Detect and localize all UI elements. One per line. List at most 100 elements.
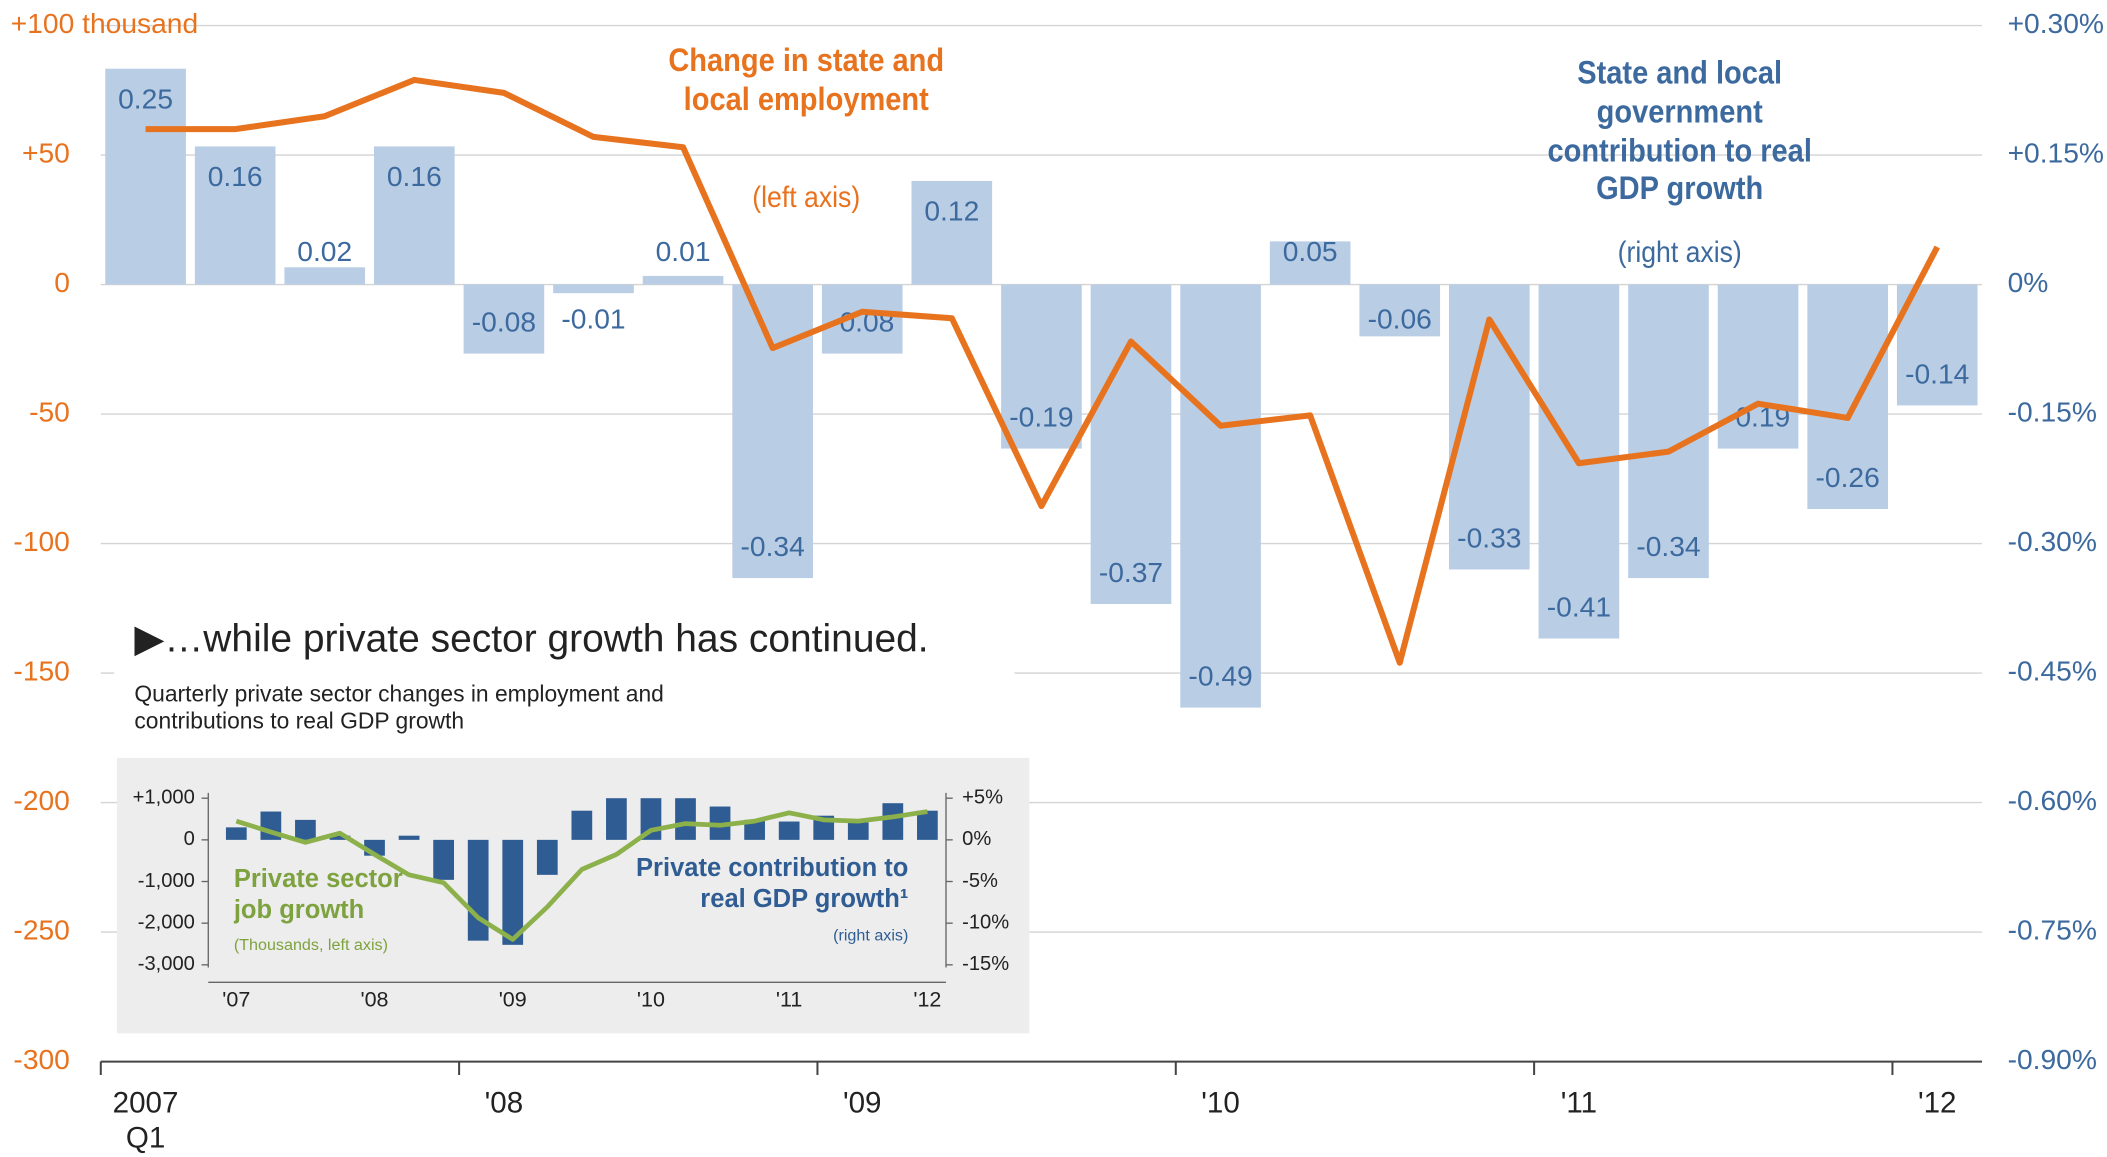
value-label: -0.33: [1457, 521, 1521, 553]
bar: [606, 798, 627, 840]
axis-note: (right axis): [833, 925, 909, 945]
bar: [744, 819, 765, 840]
value-label: 0.16: [387, 160, 442, 192]
x-tick-label: 2007 Q1: [112, 1085, 179, 1155]
x-tick-label: '09: [842, 1085, 882, 1120]
bar: [917, 810, 938, 840]
axis-note-box: (right axis): [833, 925, 909, 945]
y-tick-label: -250: [13, 914, 69, 946]
x-tick-label: '10: [1201, 1085, 1240, 1120]
axis-note-box: (right axis): [1617, 235, 1742, 269]
x-tick-label-box: '09: [842, 1085, 882, 1120]
value-label: -0.49: [1188, 659, 1252, 691]
bar: [502, 839, 524, 945]
bar: [1269, 241, 1351, 285]
x-tick-label-box: 2007 Q1: [112, 1085, 179, 1155]
series-name-box: Private contribution to real GDP growth¹: [636, 854, 909, 914]
axis-note-box: (Thousands, left axis): [233, 935, 388, 955]
bar: [571, 810, 593, 840]
y2-tick-label: -0.90%: [2008, 1043, 2097, 1075]
y2-tick-label: +0.30%: [2008, 7, 2104, 39]
x-tick-label-box: '10: [636, 989, 665, 1012]
x-tick-label: '11: [1560, 1085, 1598, 1120]
bar: [398, 835, 420, 840]
x-tick-label: '12: [1917, 1085, 1957, 1120]
bar: [1807, 284, 1888, 510]
y2-tick-label: -0.30%: [2008, 525, 2097, 557]
value-label: 0.12: [924, 195, 979, 227]
x-tick-label-box: '12: [913, 989, 942, 1012]
value-label: 0.25: [118, 82, 173, 114]
x-tick-label-box: '08: [360, 989, 388, 1012]
series-name-box: Change in state and local employment: [668, 43, 945, 118]
x-tick-label-box: '11: [1560, 1085, 1598, 1120]
x-tick-label-box: '10: [1201, 1085, 1240, 1120]
bar: [225, 827, 247, 840]
y-tick-label: -300: [13, 1043, 69, 1075]
line: [145, 76, 1940, 666]
value-label: -0.26: [1816, 461, 1880, 493]
bar: [433, 839, 454, 880]
x-tick-label-box: '07: [222, 989, 251, 1012]
series-name: Private contribution to real GDP growth¹: [636, 854, 909, 914]
bar: [105, 68, 186, 285]
value-label: -0.08: [472, 306, 536, 338]
series-name: State and local government contribution …: [1547, 55, 1812, 208]
x-tick-label: '10: [636, 989, 665, 1012]
x-tick-label-box: '11: [775, 989, 803, 1012]
line: [235, 809, 928, 942]
x-tick-label: '07: [222, 989, 251, 1012]
y-tick-label: -200: [13, 784, 69, 816]
series-name: Change in state and local employment: [668, 43, 945, 118]
y-tick-label: -100: [13, 525, 69, 557]
bar: [732, 284, 813, 579]
y2-tick-label: +0.15%: [2008, 137, 2104, 169]
inset-subtitle: Quarterly private sector changes in empl…: [134, 681, 664, 735]
y2-tick-label: -10%: [962, 912, 1009, 934]
x-tick-label: '12: [913, 989, 942, 1012]
x-tick-label-box: '08: [485, 1086, 524, 1120]
bar: [847, 822, 869, 840]
bar: [1628, 284, 1709, 579]
bar: [675, 798, 696, 840]
axis-note-box: (left axis): [752, 180, 861, 214]
value-label: -0.34: [1636, 530, 1700, 562]
value-label: 0.01: [656, 235, 711, 267]
bar: [778, 821, 800, 840]
y2-tick-label: -15%: [962, 953, 1009, 975]
x-tick-label: '11: [775, 989, 803, 1012]
inset-subtitle-box: Quarterly private sector changes in empl…: [134, 681, 664, 735]
bar: [821, 284, 903, 354]
x-tick-label-box: '09: [499, 989, 527, 1012]
bar: [329, 835, 351, 840]
y-tick-label: +50: [22, 137, 70, 169]
axis-note: (right axis): [1617, 235, 1742, 269]
value-label: -0.34: [741, 530, 805, 562]
y-tick-label: -1,000: [138, 870, 195, 892]
bar: [374, 146, 455, 285]
inset-panel: [116, 757, 1030, 1034]
y2-tick-label: +5%: [962, 787, 1003, 809]
y-tick-label: 0: [54, 266, 70, 298]
bar: [467, 839, 489, 941]
y-tick-label: +100 thousand: [11, 7, 198, 39]
bar: [642, 275, 724, 285]
y2-tick-label: -5%: [962, 870, 998, 892]
y2-tick-label: -0.45%: [2008, 655, 2097, 687]
y-tick-label: 0: [184, 828, 195, 850]
value-label: -0.14: [1905, 357, 1969, 389]
y-tick-label: +1,000: [133, 787, 195, 809]
y2-tick-label: -0.15%: [2008, 396, 2097, 428]
axis-note: (left axis): [752, 180, 861, 214]
axis-note: (Thousands, left axis): [233, 935, 388, 955]
x-tick-label-box: '12: [1917, 1085, 1957, 1120]
bar: [1180, 284, 1261, 708]
y2-tick-label: 0%: [2008, 266, 2049, 298]
series-name-box: Private sector job growth: [233, 865, 403, 925]
value-label: -0.19: [1009, 400, 1073, 432]
value-label: 0.05: [1283, 235, 1338, 267]
series-name: Private sector job growth: [233, 865, 403, 925]
y-tick-label: -2,000: [138, 912, 195, 934]
bar: [194, 146, 276, 285]
